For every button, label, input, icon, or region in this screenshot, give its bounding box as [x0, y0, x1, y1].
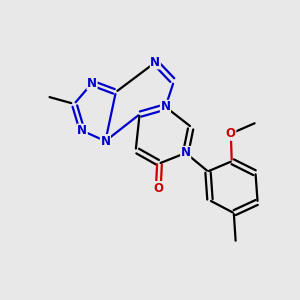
Text: O: O — [153, 182, 163, 194]
Text: O: O — [226, 127, 236, 140]
Text: N: N — [77, 124, 87, 137]
Text: N: N — [160, 100, 170, 113]
Text: N: N — [150, 56, 160, 69]
Text: N: N — [181, 146, 191, 160]
Text: N: N — [100, 135, 110, 148]
Text: N: N — [87, 76, 97, 90]
